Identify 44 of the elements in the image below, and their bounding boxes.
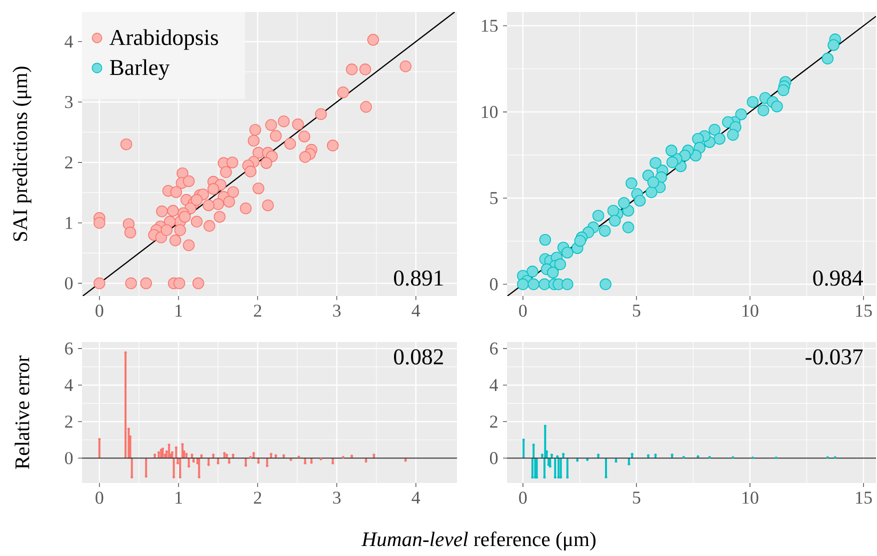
y-tick-label: 4 [490, 379, 498, 392]
x-tick-label: 2 [254, 492, 262, 504]
y-tick-label: 0 [490, 452, 498, 464]
y-tick-label: 3 [65, 96, 73, 108]
y-tick-label: 0 [64, 452, 73, 464]
x-tick-label: 15 [856, 304, 872, 317]
x-tick-label: 0 [96, 492, 104, 504]
x-tick-label: 10 [742, 492, 758, 504]
y-tick-label: 2 [490, 416, 498, 428]
x-tick-label: 0 [519, 304, 527, 317]
legend-label: Barley [110, 59, 170, 80]
x-tick-label: 0 [519, 492, 527, 504]
y-tick-label: 0 [490, 278, 498, 290]
y-tick-label: 4 [64, 379, 74, 392]
annotation: 0.891 [394, 270, 443, 286]
y-tick-label: 5 [490, 192, 498, 204]
x-tick-label: 5 [632, 304, 640, 317]
x-tick-label: 3 [333, 492, 341, 504]
y-tick-label: 1 [66, 216, 72, 229]
x-tick-label: 4 [412, 492, 420, 504]
annotation: 0.984 [813, 270, 863, 286]
y-tick-label: 10 [482, 106, 498, 118]
y-tick-label: 0 [64, 277, 73, 290]
x-tick-label: 1 [176, 304, 182, 317]
x-tick-label: 0 [96, 304, 104, 317]
x-tick-label: 10 [742, 304, 758, 317]
y-tick-label: 15 [482, 20, 498, 32]
y-tick-label: 2 [65, 416, 72, 428]
x-tick-label: 5 [632, 492, 640, 504]
y-axis-title: Relative error [14, 356, 30, 469]
annotation: -0.037 [806, 349, 863, 365]
x-tick-label: 1 [176, 492, 182, 504]
y-tick-label: 6 [65, 342, 73, 355]
x-tick-label: 2 [254, 304, 262, 317]
y-tick-label: 6 [490, 342, 498, 355]
legend-label: Arabidopsis [110, 29, 218, 50]
y-axis-title: SAI predictions (μm) [12, 66, 32, 241]
y-tick-label: 4 [64, 36, 74, 48]
x-tick-label: 15 [856, 492, 872, 504]
y-tick-label: 2 [65, 156, 72, 168]
x-tick-label: 3 [333, 304, 341, 317]
x-axis-title: Human-level reference (μm) [361, 531, 596, 550]
annotation: 0.082 [394, 349, 443, 365]
x-tick-label: 4 [412, 304, 420, 317]
